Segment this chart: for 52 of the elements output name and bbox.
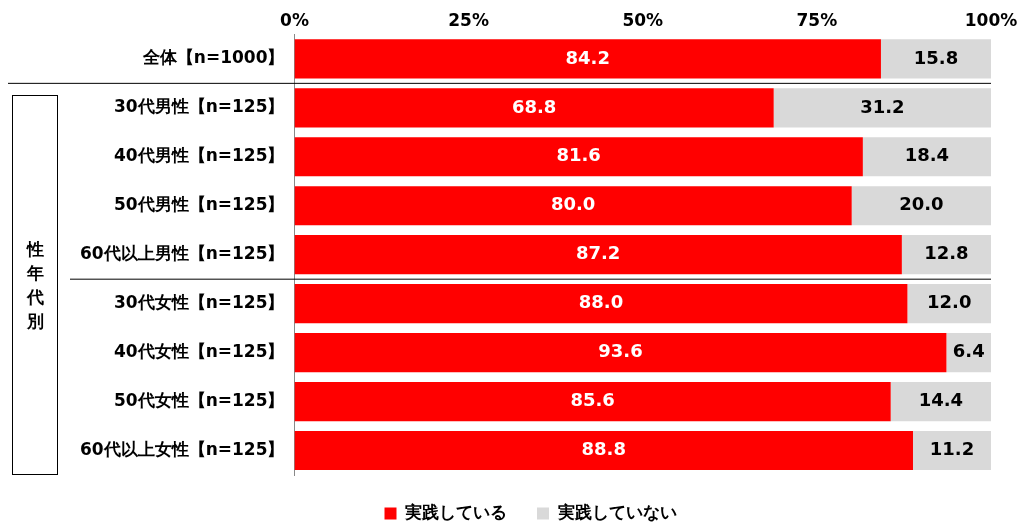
data-label: 88.8 [581,438,626,460]
data-label: 18.4 [904,144,950,166]
bar [851,186,991,226]
y-tick-label: 40代女性【n=125】 [113,341,285,362]
data-label: 68.8 [511,95,557,117]
legend-label: 実践している [404,501,507,522]
x-tick-label: 50% [622,9,664,30]
bar [294,430,913,471]
bar [294,137,863,177]
bar [912,430,991,471]
bar [890,381,991,422]
bar [294,284,908,324]
bar [294,186,852,226]
x-tick-label: 75% [796,9,838,30]
data-label: 12.0 [927,291,972,313]
bar [773,88,991,128]
data-label: 6.4 [952,340,985,362]
y-tick-label: 50代女性【n=125】 [113,389,285,410]
data-label: 84.2 [565,46,610,68]
bar [294,333,947,373]
data-label: 20.0 [899,193,944,215]
legend-label: 実践していない [556,501,677,522]
y-tick-label: 60代以上女性【n=125】 [79,438,285,459]
data-label: 80.0 [550,193,596,215]
bar [880,39,991,79]
data-label: 85.6 [570,389,615,411]
x-tick-label: 25% [448,9,489,30]
y-tick-label: 60代以上男性【n=125】 [79,243,285,264]
bar [294,88,774,128]
y-tick-label: 全体【n=1000】 [141,47,285,68]
bar [294,235,902,275]
x-tick-label: 0% [280,9,309,30]
bar [907,284,991,324]
data-label: 87.2 [575,242,621,264]
y-tick-label: 30代男性【n=125】 [113,96,285,117]
bar [862,137,991,177]
data-label: 81.6 [556,144,601,166]
bar [901,235,991,275]
y-tick-label: 50代男性【n=125】 [113,194,285,215]
data-label: 15.8 [913,46,959,68]
y-tick-label: 30代女性【n=125】 [113,292,285,313]
bar [294,39,881,79]
data-label: 93.6 [598,340,643,362]
data-label: 88.0 [578,291,624,313]
y-tick-label: 40代男性【n=125】 [113,145,285,166]
data-label: 31.2 [860,95,905,117]
text: 性年代別 [26,238,44,334]
data-label: 14.4 [918,389,964,411]
data-label: 11.2 [929,438,975,460]
data-label: 12.8 [924,242,969,264]
x-tick-label: 100% [964,9,1018,30]
bar [294,381,891,422]
